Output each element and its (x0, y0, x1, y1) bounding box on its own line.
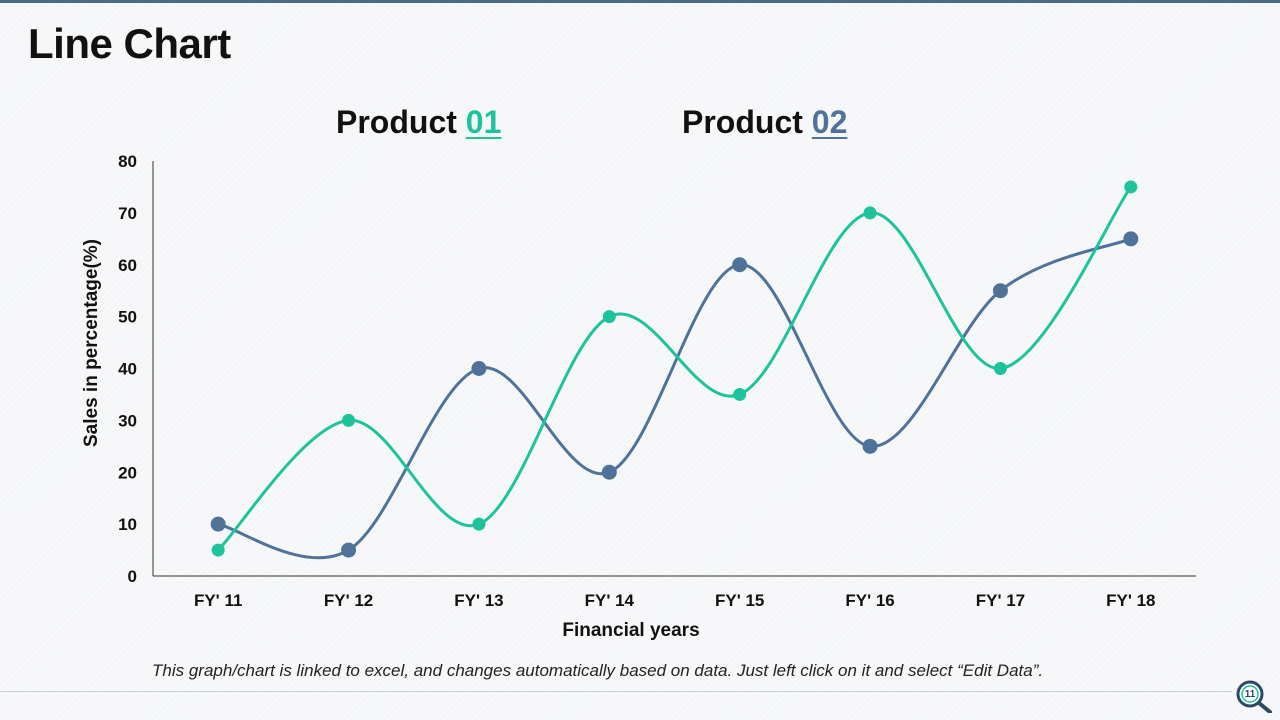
y-tick-label: 30 (118, 411, 137, 430)
data-point-product-01 (342, 413, 356, 427)
footer-divider (0, 691, 1232, 692)
legend-product-01-number: 01 (465, 104, 502, 140)
legend-product-01-prefix: Product (336, 104, 466, 140)
data-point-product-02 (601, 464, 617, 480)
slide-title: Line Chart (28, 20, 231, 67)
x-tick-label: FY' 13 (454, 591, 503, 610)
data-point-product-02 (732, 257, 748, 273)
data-point-product-01 (993, 362, 1007, 375)
legend-product-02-prefix: Product (682, 104, 812, 140)
page-number-badge: 11 (1236, 680, 1272, 713)
data-point-product-01 (472, 517, 486, 531)
legend-product-01: Product 01 (336, 104, 501, 141)
series-line-product-02 (217, 237, 1132, 560)
footnote: This graph/chart is linked to excel, and… (152, 661, 1044, 680)
data-point-product-01 (863, 206, 877, 220)
magnifier-icon (1236, 680, 1272, 713)
data-point-product-02 (1123, 231, 1139, 247)
top-accent-bar (0, 0, 1280, 3)
data-point-product-01 (1124, 180, 1138, 194)
data-point-product-02 (210, 516, 226, 532)
data-point-product-01 (733, 387, 747, 401)
x-tick-label: FY' 12 (324, 591, 373, 610)
y-tick-label: 80 (118, 152, 137, 171)
data-point-product-02 (992, 283, 1008, 299)
x-tick-label: FY' 16 (845, 591, 894, 610)
y-tick-label: 10 (118, 515, 137, 534)
x-tick-label: FY' 18 (1106, 591, 1155, 610)
data-point-product-01 (602, 310, 616, 324)
y-tick-label: 50 (118, 308, 137, 327)
y-axis-label: Sales in percentage(%) (81, 238, 102, 448)
data-point-product-02 (862, 438, 878, 454)
data-point-product-02 (341, 542, 357, 558)
legend-product-02-number: 02 (811, 104, 848, 140)
page-number: 11 (1244, 689, 1256, 700)
x-tick-label: FY' 17 (976, 591, 1025, 610)
y-tick-label: 0 (128, 567, 137, 586)
y-tick-label: 70 (118, 204, 137, 223)
x-tick-label: FY' 11 (194, 591, 242, 610)
data-point-product-01 (211, 543, 225, 557)
y-tick-label: 40 (118, 360, 137, 379)
legend-product-02: Product 02 (682, 104, 847, 141)
series-line-product-01 (217, 186, 1133, 552)
y-tick-label: 20 (118, 463, 137, 482)
x-axis-label: Financial years (562, 620, 700, 641)
data-point-product-02 (471, 361, 487, 376)
x-tick-label: FY' 15 (715, 591, 764, 610)
x-tick-label: FY' 14 (585, 591, 635, 610)
y-tick-label: 60 (118, 256, 137, 275)
